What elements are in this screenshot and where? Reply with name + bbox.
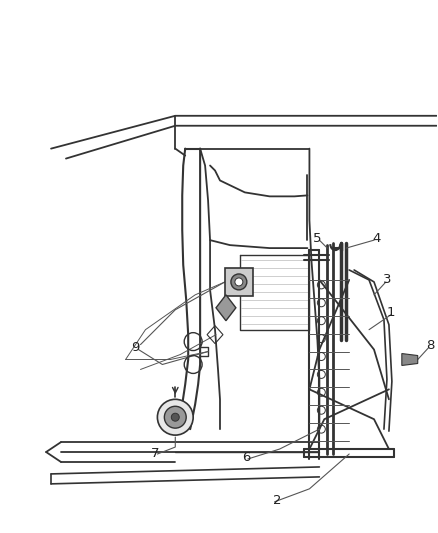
Circle shape [235, 278, 243, 286]
Circle shape [231, 274, 247, 290]
Text: 9: 9 [131, 341, 140, 354]
Polygon shape [402, 353, 418, 366]
Text: 1: 1 [387, 306, 395, 319]
Circle shape [171, 413, 179, 421]
Text: 8: 8 [427, 339, 435, 352]
Polygon shape [216, 295, 236, 321]
Text: 6: 6 [242, 450, 250, 464]
Text: 2: 2 [273, 494, 282, 507]
Circle shape [157, 399, 193, 435]
Text: 5: 5 [313, 232, 321, 245]
Bar [225, 268, 253, 296]
Circle shape [164, 406, 186, 428]
Text: 3: 3 [383, 273, 391, 286]
Text: 4: 4 [373, 232, 381, 245]
Text: 7: 7 [151, 447, 160, 459]
